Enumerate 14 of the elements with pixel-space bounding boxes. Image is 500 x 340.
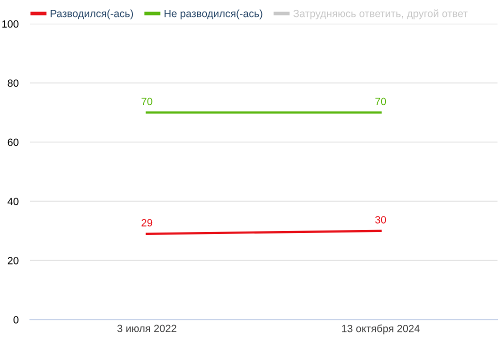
data-label: 70 bbox=[375, 98, 386, 106]
data-label: 70 bbox=[142, 98, 152, 106]
y-tick-label: 100 bbox=[2, 20, 18, 28]
legend-label: Разводился(-ась) bbox=[50, 10, 133, 20]
y-tick-label: 0 bbox=[14, 316, 18, 324]
y-tick-label: 60 bbox=[8, 138, 18, 146]
data-label: 30 bbox=[375, 216, 386, 224]
y-tick-label: 80 bbox=[8, 79, 18, 87]
y-tick-label: 20 bbox=[8, 256, 18, 264]
data-label: 29 bbox=[142, 219, 152, 226]
legend-label: Не разводился(-ась) bbox=[164, 10, 262, 20]
x-tick-label: 13 октября 2024 bbox=[342, 324, 420, 334]
y-tick-label: 40 bbox=[8, 198, 18, 206]
x-tick-label: 3 июля 2022 bbox=[117, 324, 176, 332]
